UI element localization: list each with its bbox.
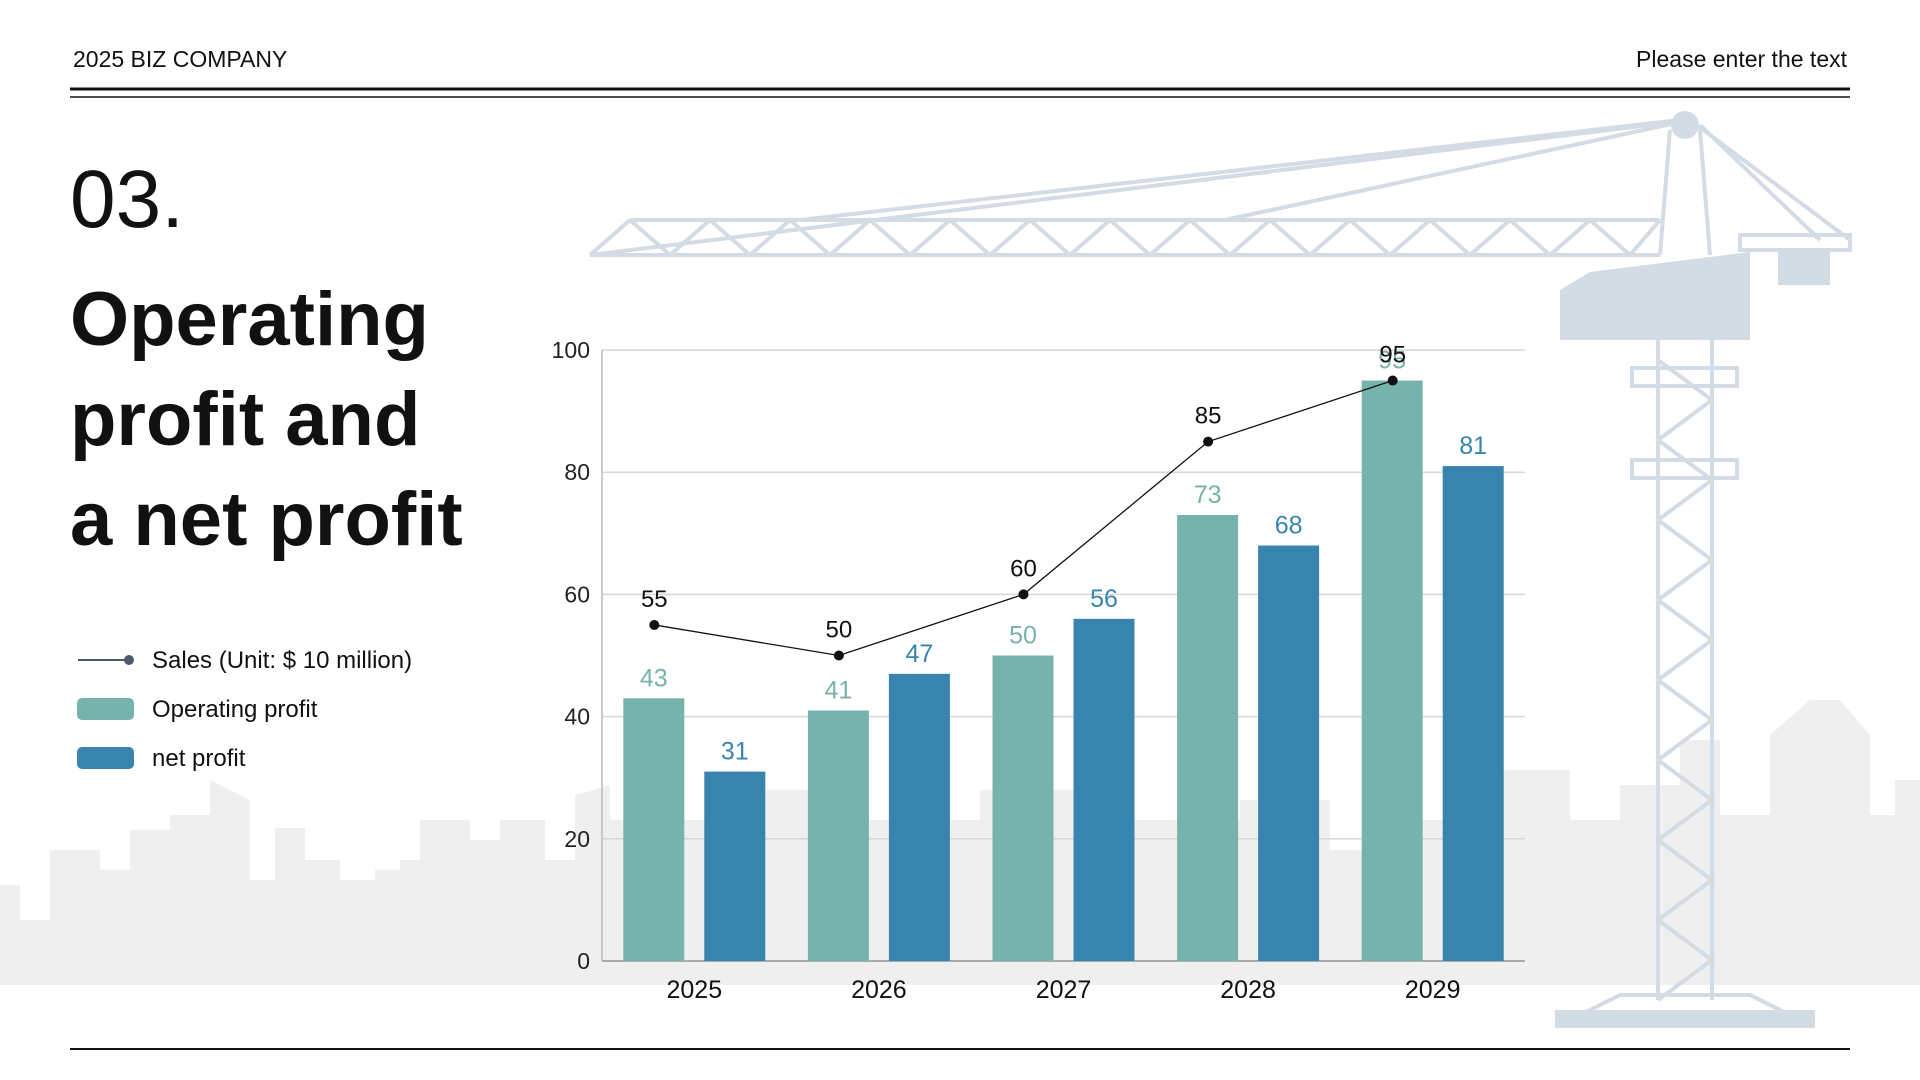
y-tick-label: 80 xyxy=(564,459,590,485)
legend-label: Sales (Unit: $ 10 million) xyxy=(152,647,412,674)
crane xyxy=(588,118,1852,1027)
x-tick-label: 2028 xyxy=(1220,976,1276,1004)
bar xyxy=(1258,545,1320,961)
bar xyxy=(623,698,685,961)
x-tick-label: 2025 xyxy=(666,976,722,1004)
title-line: Operating xyxy=(70,277,429,362)
data-label: 55 xyxy=(641,586,668,613)
x-tick-label: 2027 xyxy=(1036,976,1092,1004)
skyline xyxy=(0,700,1920,985)
sales-point xyxy=(1018,589,1029,600)
data-label: 47 xyxy=(905,640,933,668)
crane-cab xyxy=(1555,111,1830,1028)
chart: 0 20 40 60 80 100 2025 2026 2027 2028 2029 43 41 50 73… xyxy=(552,337,1525,1004)
y-tick-label: 40 xyxy=(564,704,590,730)
section-number: 03. xyxy=(70,154,184,245)
bar xyxy=(704,771,766,961)
legend-swatch xyxy=(77,698,134,720)
data-label: 95 xyxy=(1378,347,1406,375)
legend-dot xyxy=(124,655,134,665)
x-tick-label: 2026 xyxy=(851,976,907,1004)
data-label: 43 xyxy=(640,664,668,692)
data-label: 50 xyxy=(1009,622,1037,650)
bar xyxy=(1177,514,1239,961)
data-label: 41 xyxy=(824,676,852,704)
bar xyxy=(888,673,950,961)
sales-point xyxy=(1387,375,1398,386)
legend: Sales (Unit: $ 10 million) Operating prof… xyxy=(77,647,412,772)
bar xyxy=(1442,466,1504,961)
y-tick-label: 100 xyxy=(552,337,590,363)
data-label: 81 xyxy=(1459,432,1487,460)
sales-point xyxy=(833,650,844,661)
data-label: 50 xyxy=(826,617,853,644)
data-label: 95 xyxy=(1379,342,1406,369)
bar xyxy=(992,655,1054,961)
data-label: 73 xyxy=(1194,481,1222,509)
legend-label: Operating profit xyxy=(152,696,318,723)
data-label: 31 xyxy=(721,738,749,766)
sales-point xyxy=(649,619,660,630)
data-label: 56 xyxy=(1090,585,1118,613)
header-right: Please enter the text xyxy=(1636,46,1848,72)
bar xyxy=(1073,618,1135,961)
title-line: a net profit xyxy=(70,477,463,562)
y-tick-label: 0 xyxy=(577,948,590,974)
legend-label: net profit xyxy=(152,745,246,772)
sales-point xyxy=(1203,436,1214,447)
data-label: 85 xyxy=(1195,403,1222,430)
legend-swatch xyxy=(77,747,134,769)
title-line: profit and xyxy=(70,377,420,462)
y-tick-label: 20 xyxy=(564,826,590,852)
y-tick-label: 60 xyxy=(564,581,590,607)
data-label: 68 xyxy=(1275,512,1303,540)
header-left: 2025 BIZ COMPANY xyxy=(73,46,287,72)
title: Operating profit and a net profit xyxy=(70,277,463,562)
bar xyxy=(1361,380,1423,961)
data-label: 60 xyxy=(1010,555,1037,582)
bar xyxy=(807,710,869,961)
x-tick-label: 2029 xyxy=(1405,976,1461,1004)
